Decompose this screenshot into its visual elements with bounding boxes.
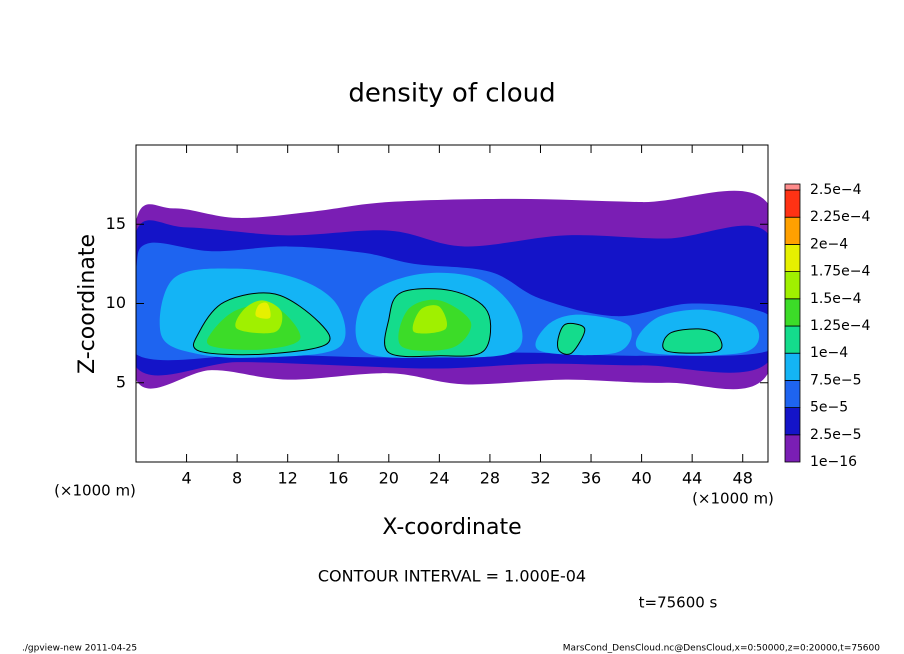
colorbar-box: [784, 325, 801, 354]
x-tick-label: 32: [530, 469, 550, 488]
contour-line: [384, 288, 492, 358]
x-axis-label: X-coordinate: [382, 515, 521, 540]
colorbar-label: 2.25e−4: [810, 209, 871, 225]
colorbar-box: [784, 434, 801, 463]
x-tick-label: 40: [631, 469, 651, 488]
colorbar-box: [784, 352, 801, 381]
contour-region: [662, 328, 722, 354]
colorbar-box: [784, 216, 801, 245]
x-unit-label: (×1000 m): [692, 490, 774, 508]
x-tick-label: 28: [480, 469, 500, 488]
colorbar-label: 1.5e−4: [810, 291, 862, 307]
y-tick-label: 15: [106, 214, 126, 233]
colorbar-label: 7.5e−5: [810, 372, 862, 388]
x-tick-label: 24: [429, 469, 449, 488]
contour-line: [557, 323, 586, 355]
colorbar-label: 2.5e−4: [810, 182, 862, 198]
colorbar-cap: [784, 183, 801, 191]
chart-title: density of cloud: [348, 79, 555, 109]
colorbar-box: [784, 379, 801, 408]
colorbar-box: [784, 189, 801, 218]
colorbar-box: [784, 298, 801, 327]
colorbar-box: [784, 243, 801, 272]
y-axis-label: Z-coordinate: [75, 234, 100, 374]
footer-left: ./gpview-new 2011-04-25: [22, 644, 137, 654]
footer-right: MarsCond_DensCloud.nc@DensCloud,x=0:5000…: [563, 644, 880, 654]
time-label: t=75600 s: [639, 594, 718, 612]
x-tick-label: 16: [328, 469, 348, 488]
x-tick-label: 36: [581, 469, 601, 488]
x-tick-label: 44: [682, 469, 702, 488]
colorbar-label: 1.25e−4: [810, 318, 871, 334]
colorbar-box: [784, 407, 801, 436]
contour-line: [662, 328, 723, 354]
colorbar-label: 1e−16: [810, 454, 857, 470]
x-tick-label: 4: [181, 469, 191, 488]
colorbar-label: 2e−4: [810, 236, 848, 252]
contour-line: [192, 292, 331, 356]
colorbar-label: 5e−5: [810, 400, 848, 416]
x-unit-label: (×1000 m): [54, 482, 136, 500]
x-tick-label: 12: [278, 469, 298, 488]
y-tick-label: 10: [106, 293, 126, 312]
x-tick-label: 20: [379, 469, 399, 488]
colorbar-box: [784, 271, 801, 300]
x-tick-label: 8: [232, 469, 242, 488]
x-tick-label: 48: [733, 469, 753, 488]
contour-interval: CONTOUR INTERVAL = 1.000E-04: [318, 567, 586, 586]
contour-region: [255, 302, 271, 319]
y-tick-label: 5: [116, 372, 126, 391]
field: [136, 190, 768, 390]
colorbar-label: 2.5e−5: [810, 427, 862, 443]
contour-region: [557, 323, 585, 355]
colorbar-label: 1.75e−4: [810, 264, 871, 280]
contour-region: [412, 305, 448, 334]
colorbar-label: 1e−4: [810, 345, 848, 361]
